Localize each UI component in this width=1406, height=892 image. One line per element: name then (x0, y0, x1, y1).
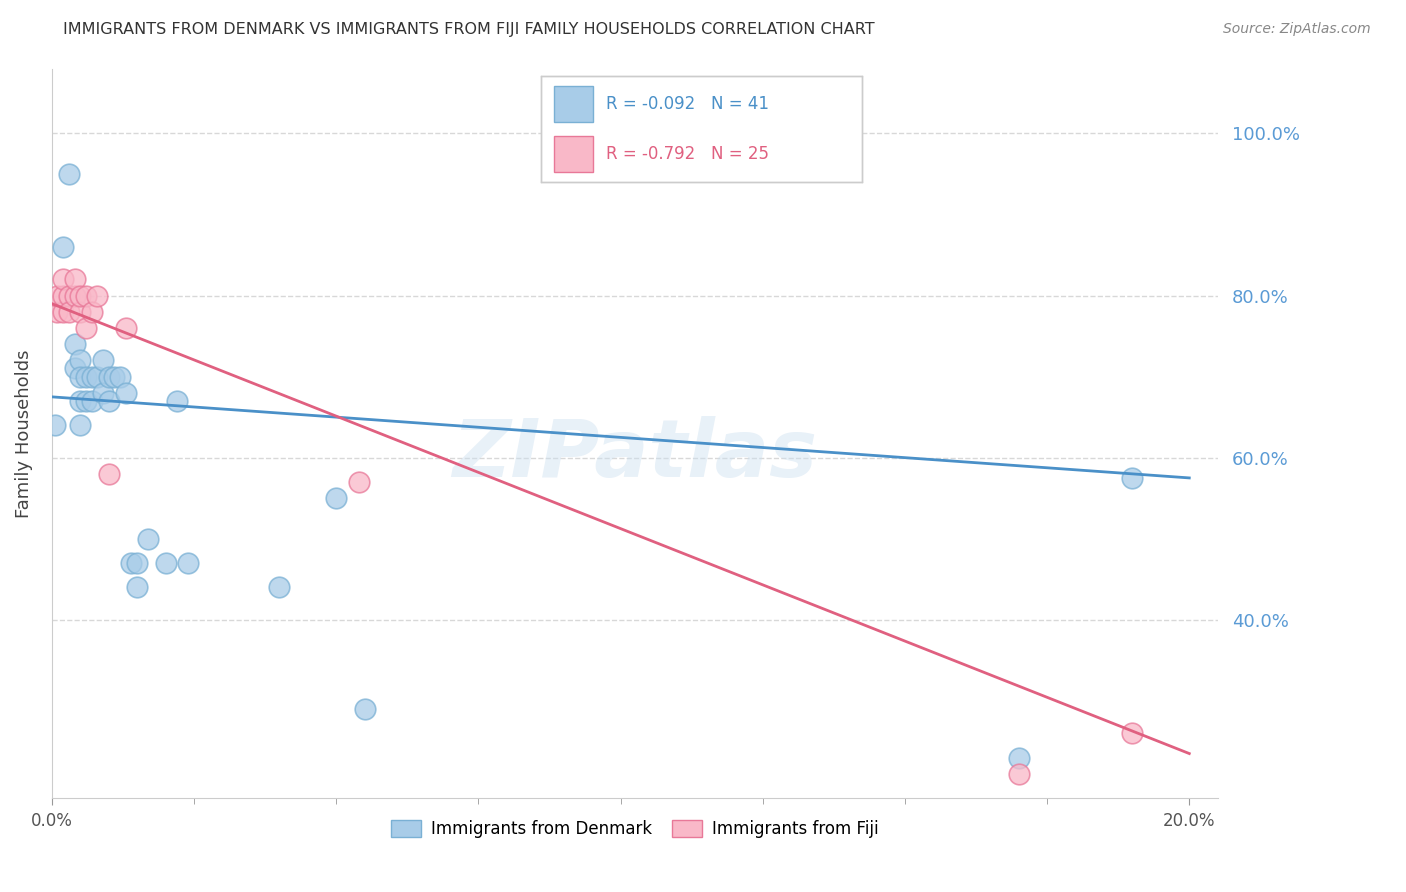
Point (103, 369, 125, 384)
Point (80, 393, 103, 408)
Point (1008, 767, 1031, 781)
Point (97, 393, 120, 408)
Point (1121, 471, 1143, 485)
Point (108, 369, 131, 384)
Point (52, 288, 75, 302)
Point (69, 304, 91, 318)
Point (52, 272, 75, 286)
Point (75, 393, 97, 408)
Point (69, 369, 91, 384)
Point (86, 288, 108, 302)
Point (97, 467, 120, 481)
Text: Source: ZipAtlas.com: Source: ZipAtlas.com (1223, 22, 1371, 37)
Point (69, 393, 91, 408)
Point (269, 580, 291, 594)
Point (69, 418, 91, 433)
Point (69, 288, 91, 302)
Point (63, 272, 86, 286)
Point (91, 353, 114, 368)
Point (125, 580, 148, 594)
Point (75, 369, 97, 384)
Point (44, 418, 66, 433)
Point (1008, 750, 1031, 764)
Point (138, 532, 160, 546)
Point (91, 385, 114, 400)
Point (155, 556, 177, 570)
Point (325, 491, 347, 506)
Point (75, 288, 97, 302)
Point (97, 369, 120, 384)
Point (58, 304, 80, 318)
Point (1121, 726, 1143, 740)
Point (166, 393, 188, 408)
Y-axis label: Family Households: Family Households (15, 349, 32, 517)
Point (80, 369, 103, 384)
Point (52, 304, 75, 318)
Point (63, 361, 86, 376)
Point (58, 167, 80, 181)
Point (58, 288, 80, 302)
Point (63, 337, 86, 351)
Point (46, 304, 69, 318)
Point (114, 385, 136, 400)
Point (75, 321, 97, 335)
Legend: Immigrants from Denmark, Immigrants from Fiji: Immigrants from Denmark, Immigrants from… (384, 813, 886, 845)
Point (52, 240, 75, 254)
Point (80, 304, 103, 318)
Point (120, 556, 142, 570)
Point (353, 702, 375, 716)
Point (347, 475, 370, 489)
Point (46, 288, 69, 302)
Point (125, 556, 148, 570)
Text: IMMIGRANTS FROM DENMARK VS IMMIGRANTS FROM FIJI FAMILY HOUSEHOLDS CORRELATION CH: IMMIGRANTS FROM DENMARK VS IMMIGRANTS FR… (63, 22, 875, 37)
Point (63, 288, 86, 302)
Point (86, 369, 108, 384)
Point (69, 353, 91, 368)
Text: ZIPatlas: ZIPatlas (453, 417, 817, 494)
Point (177, 556, 200, 570)
Point (114, 321, 136, 335)
